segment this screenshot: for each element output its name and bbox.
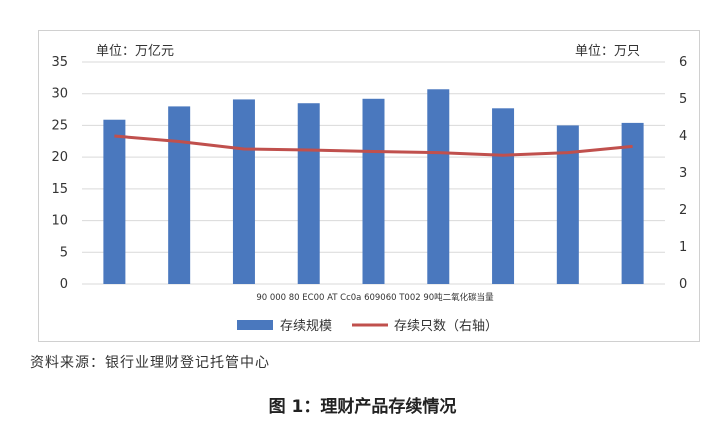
- left-tick-label: 10: [51, 214, 68, 229]
- right-tick-label: 5: [679, 92, 687, 107]
- bar: [427, 89, 450, 284]
- bar-series: [103, 89, 644, 285]
- right-tick-label: 1: [679, 240, 687, 255]
- left-tick-label: 5: [60, 245, 68, 260]
- right-tick-label: 2: [679, 203, 687, 218]
- left-tick-label: 30: [51, 87, 68, 102]
- legend-line-label: 存续只数（右轴）: [394, 319, 498, 334]
- axis-ticks: 0 5 10 15 20 25 30 35 0 1 2 3 4 5 6: [51, 55, 687, 292]
- figure-caption: 图 1：理财产品存续情况: [268, 397, 457, 417]
- bar: [621, 122, 644, 285]
- right-axis-unit: 单位：万只: [575, 44, 640, 59]
- bar: [103, 119, 126, 284]
- right-tick-label: 4: [679, 129, 687, 144]
- left-tick-label: 35: [51, 55, 68, 70]
- category-axis-label: 90 000 80 EC00 AT Cc0a 609060 T002 90吨二氧…: [256, 292, 494, 303]
- bar: [232, 99, 255, 285]
- bar: [492, 108, 515, 284]
- bar: [556, 125, 579, 284]
- legend: 存续规模 存续只数（右轴）: [237, 319, 498, 334]
- bar: [297, 103, 320, 284]
- left-tick-label: 20: [51, 150, 68, 165]
- right-tick-label: 0: [679, 277, 687, 292]
- right-tick-label: 6: [679, 55, 687, 70]
- right-tick-label: 3: [679, 166, 687, 181]
- source-note: 资料来源：银行业理财登记托管中心: [30, 355, 270, 371]
- left-tick-label: 0: [60, 277, 68, 292]
- line-series: [114, 134, 633, 157]
- bar: [362, 98, 385, 284]
- left-axis-unit: 单位：万亿元: [96, 44, 174, 59]
- left-tick-label: 15: [51, 182, 68, 197]
- left-tick-label: 25: [51, 118, 68, 133]
- legend-bar-swatch: [237, 320, 273, 330]
- bar: [168, 106, 191, 285]
- legend-bar-label: 存续规模: [280, 319, 332, 334]
